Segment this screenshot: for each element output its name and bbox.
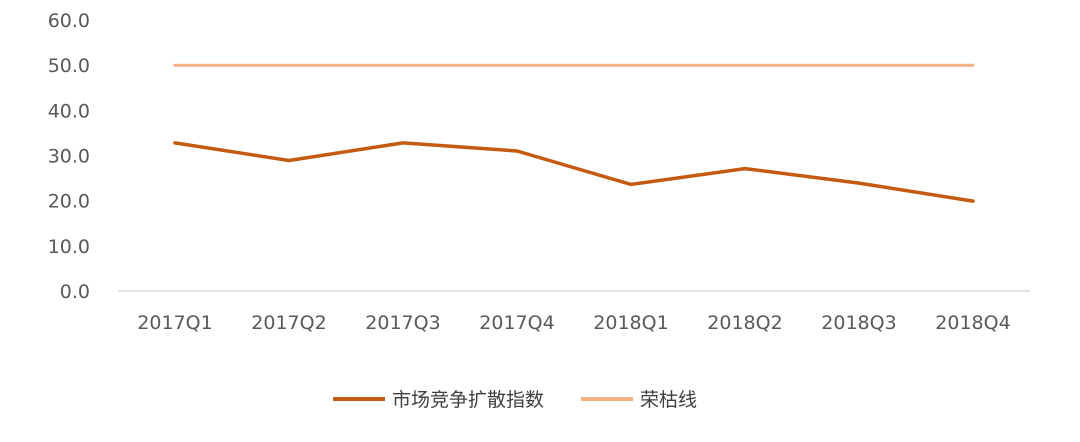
x-tick-label: 2018Q2 <box>707 312 782 334</box>
series-line-market-index <box>173 141 975 203</box>
x-tick-label: 2018Q1 <box>593 312 668 334</box>
legend: 市场竞争扩散指数 荣枯线 <box>333 389 697 411</box>
x-tick-label: 2017Q1 <box>137 312 212 334</box>
legend-label-market-index: 市场竞争扩散指数 <box>392 389 544 411</box>
series-lines <box>173 63 975 203</box>
x-tick-label: 2017Q2 <box>251 312 326 334</box>
y-axis-ticks: 0.0 10.0 20.0 30.0 40.0 50.0 60.0 <box>48 10 90 303</box>
x-axis-ticks: 2017Q1 2017Q2 2017Q3 2017Q4 2018Q1 2018Q2 2018… <box>137 312 1010 334</box>
legend-label-boom-bust-line: 荣枯线 <box>640 389 697 411</box>
x-tick-label: 2018Q3 <box>821 312 896 334</box>
y-tick-label: 0.0 <box>60 281 90 303</box>
x-tick-label: 2017Q4 <box>479 312 554 334</box>
y-tick-label: 30.0 <box>48 146 90 168</box>
y-tick-label: 20.0 <box>48 191 90 213</box>
x-tick-label: 2018Q4 <box>935 312 1010 334</box>
y-tick-label: 50.0 <box>48 55 90 77</box>
y-tick-label: 60.0 <box>48 10 90 32</box>
x-tick-label: 2017Q3 <box>365 312 440 334</box>
y-tick-label: 40.0 <box>48 100 90 122</box>
y-tick-label: 10.0 <box>48 236 90 258</box>
